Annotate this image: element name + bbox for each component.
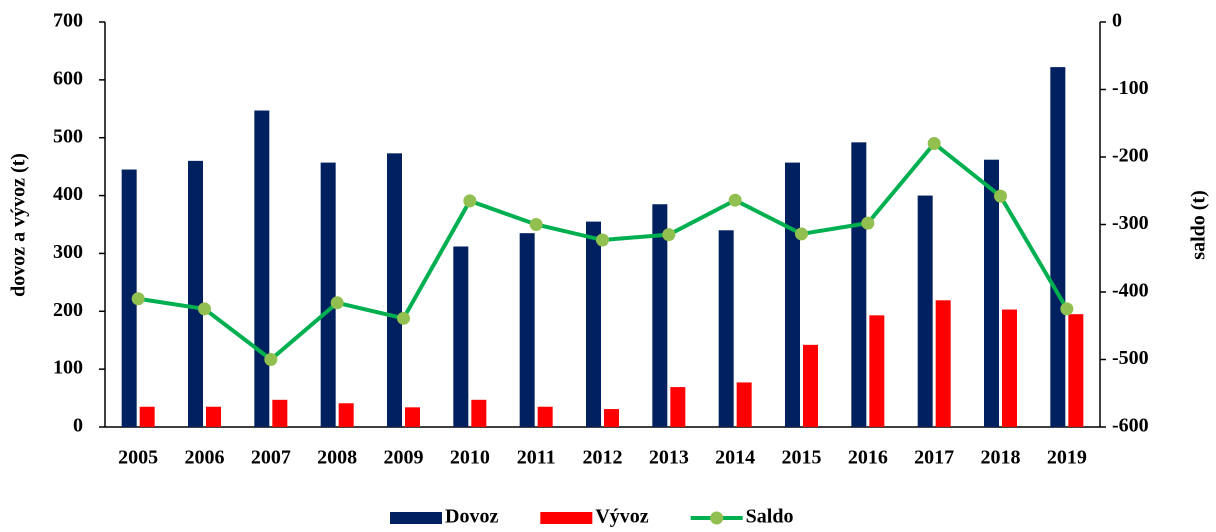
bar — [519, 233, 535, 427]
marker — [397, 311, 410, 325]
legend-swatch — [710, 511, 724, 525]
bar — [206, 406, 221, 427]
bar — [1068, 314, 1084, 427]
x-tick-label: 2015 — [782, 447, 822, 469]
marker — [927, 137, 941, 150]
legend-label: Saldo — [746, 506, 794, 528]
bar — [917, 195, 933, 427]
y-tick-label: 700 — [53, 10, 83, 32]
y2-axis-title: saldo (t) — [1188, 190, 1210, 259]
y2-tick-label: -100 — [1112, 77, 1149, 99]
marker — [662, 228, 676, 242]
x-tick-label: 2005 — [118, 447, 158, 469]
bar — [405, 407, 420, 427]
bar — [984, 159, 999, 427]
x-tick-label: 2007 — [251, 447, 291, 469]
bar — [670, 387, 686, 427]
bar — [121, 169, 137, 428]
marker — [728, 193, 742, 207]
x-tick-label: 2018 — [981, 447, 1021, 469]
y2-tick-label: -400 — [1112, 280, 1149, 302]
y2-tick-label: -300 — [1112, 212, 1149, 234]
marker — [861, 216, 875, 230]
x-tick-label: 2019 — [1047, 447, 1087, 469]
bar — [718, 230, 734, 427]
bar — [320, 162, 336, 428]
bar — [537, 406, 553, 427]
marker — [529, 218, 543, 231]
bar — [869, 315, 885, 427]
y-tick-label: 100 — [53, 357, 83, 379]
legend-label: Dovoz — [445, 506, 498, 528]
bar — [254, 110, 270, 428]
bar — [604, 409, 619, 427]
marker — [463, 194, 477, 208]
x-tick-label: 2014 — [715, 447, 755, 469]
bar — [935, 300, 951, 427]
x-tick-label: 2008 — [317, 447, 357, 469]
legend-swatch — [540, 512, 593, 524]
x-tick-label: 2010 — [450, 447, 490, 469]
legend-label: Vývoz — [595, 506, 648, 528]
y2-tick-label: -600 — [1112, 415, 1149, 437]
bar — [272, 399, 288, 427]
x-tick-label: 2012 — [583, 447, 623, 469]
marker — [795, 227, 808, 241]
y-tick-label: 500 — [53, 125, 83, 147]
bar — [785, 162, 800, 428]
y2-tick-label: -500 — [1112, 347, 1149, 369]
x-tick-label: 2013 — [649, 447, 689, 469]
legend-swatch — [390, 512, 442, 524]
bar — [139, 406, 155, 427]
y-tick-label: 300 — [53, 241, 83, 263]
bar — [736, 382, 752, 427]
y-axis-title: dovoz a vývoz (t) — [8, 153, 30, 297]
bar — [851, 142, 867, 428]
bar — [471, 399, 487, 427]
bar — [586, 221, 601, 427]
marker — [596, 233, 609, 247]
y-tick-label: 0 — [73, 415, 83, 437]
bar — [652, 204, 668, 427]
marker — [131, 292, 145, 306]
bar — [338, 403, 354, 427]
bar — [1002, 309, 1017, 427]
marker — [330, 296, 344, 310]
x-tick-label: 2016 — [848, 447, 888, 469]
marker — [264, 353, 278, 366]
bar — [803, 344, 818, 427]
bar — [453, 246, 469, 427]
x-tick-label: 2017 — [914, 447, 954, 469]
y-tick-label: 200 — [53, 299, 83, 321]
x-tick-label: 2006 — [185, 447, 225, 469]
marker — [994, 189, 1007, 203]
y2-tick-label: -200 — [1112, 145, 1149, 167]
bar — [1050, 67, 1066, 427]
marker — [1060, 302, 1074, 316]
bar — [188, 160, 203, 427]
y2-tick-label: 0 — [1112, 10, 1122, 32]
bar — [387, 153, 402, 428]
marker — [198, 302, 211, 316]
y-tick-label: 600 — [53, 67, 83, 89]
x-tick-label: 2009 — [384, 447, 424, 469]
y-tick-label: 400 — [53, 183, 83, 205]
x-tick-label: 2011 — [517, 447, 556, 469]
